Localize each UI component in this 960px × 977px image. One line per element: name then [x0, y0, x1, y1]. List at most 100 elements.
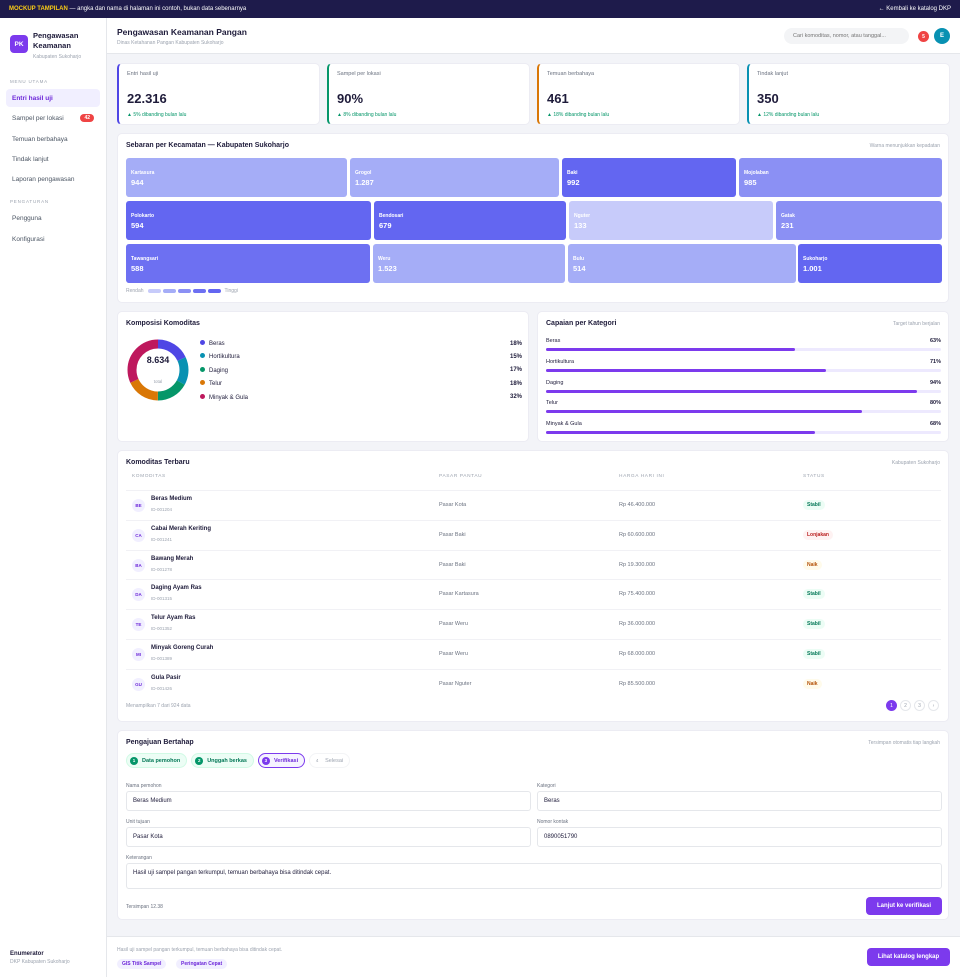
district-tile-mojolaban[interactable]: Mojolaban 985	[739, 158, 942, 197]
step-verifikasi[interactable]: 3 Verifikasi	[257, 753, 306, 768]
brand-title: Pengawasan Keamanan	[33, 31, 79, 50]
step-data-pemohon[interactable]: 1 Data pemohon	[126, 753, 188, 768]
price: Rp 46.400.000	[619, 502, 656, 508]
sidebar-item-tindak-lanjut[interactable]: Tindak lanjut	[12, 155, 49, 163]
category-pct: 80%	[929, 400, 941, 407]
district-name: Nguter	[574, 213, 591, 219]
achievement-row: Beras 63%	[546, 338, 941, 351]
view-catalog-button[interactable]: Lihat katalog lengkap	[867, 948, 950, 966]
kpi-value: 22.316	[127, 91, 167, 106]
commodity-id: ID-001426	[151, 685, 173, 691]
sidebar-item-temuan[interactable]: Temuan berbahaya	[12, 135, 68, 143]
district-tile-gatak[interactable]: Gatak 231	[776, 201, 942, 240]
legend-pct: 18%	[509, 340, 522, 347]
search-input[interactable]	[784, 28, 909, 44]
commodity-name: Gula Pasir	[151, 674, 181, 681]
table-note: Kabupaten Sukoharjo	[891, 460, 940, 466]
composition-legend-item: Minyak & Gula 32%	[200, 393, 522, 401]
market-name: Pasar Weru	[439, 651, 468, 657]
next-page-button[interactable]: ›	[928, 700, 939, 711]
district-tile-grogol[interactable]: Grogol 1.287	[350, 158, 559, 197]
commodity-name: Cabai Merah Keriting	[151, 525, 212, 532]
step-selesai[interactable]: 4 Selesai	[309, 753, 351, 768]
sidebar-item-entri[interactable]: Entri hasil uji	[6, 89, 100, 107]
commodity-avatar: MI	[132, 648, 145, 661]
kpi-label: Entri hasil uji	[127, 71, 159, 77]
commodity-name: Beras Medium	[151, 496, 193, 502]
table-row[interactable]: GU Gula Pasir ID-001426 Pasar Nguter Rp …	[126, 668, 941, 699]
kpi-delta: ▲ 8% dibanding bulan lalu	[337, 112, 397, 118]
price: Rp 75.400.000	[619, 591, 656, 598]
nav-section-main: MENU UTAMA	[10, 79, 48, 84]
district-value: 133	[574, 221, 587, 230]
commodity-id: ID-001278	[151, 566, 173, 572]
form-title: Pengajuan Bertahap	[126, 739, 194, 746]
banner-text: MOCKUP TAMPILAN — angka dan nama di hala…	[9, 6, 247, 12]
district-tile-baki[interactable]: Baki 992	[562, 158, 736, 197]
progress-track	[546, 431, 941, 435]
donut-total-label: total	[153, 379, 163, 384]
district-tile-bendosari[interactable]: Bendosari 679	[374, 201, 566, 240]
progress-track	[546, 348, 941, 351]
price: Rp 68.000.000	[619, 651, 656, 657]
achievement-row: Telur 80%	[546, 400, 941, 414]
back-to-catalog-link[interactable]: ← Kembali ke katalog DKP	[878, 6, 951, 12]
unit-tujuan-field[interactable]: Pasar Kota	[126, 827, 531, 847]
chip-gis[interactable]: GIS Titik Sampel	[117, 959, 167, 969]
progress-fill	[546, 389, 918, 393]
sidebar-item-pengguna[interactable]: Pengguna	[12, 214, 42, 222]
status-badge: Stabil	[803, 589, 825, 600]
notification-badge[interactable]: 5	[918, 31, 929, 42]
next-verification-button[interactable]: Lanjut ke verifikasi	[866, 897, 942, 915]
donut-slice-4	[127, 339, 189, 401]
table-row[interactable]: BA Bawang Merah ID-001278 Pasar Baki Rp …	[126, 549, 941, 580]
kategori-field[interactable]: Beras	[537, 791, 942, 811]
saved-status: Tersimpan 12.38	[126, 904, 163, 910]
district-value: 1.001	[803, 264, 822, 273]
avatar[interactable]: E	[934, 28, 950, 44]
kpi-value: 350	[757, 91, 779, 106]
page-header: Pengawasan Keamanan Pangan Dinas Ketahan…	[107, 18, 960, 54]
page-button-2[interactable]: 2	[900, 700, 911, 711]
district-tile-bulu[interactable]: Bulu 514	[568, 244, 796, 283]
page-title: Pengawasan Keamanan Pangan	[117, 27, 247, 37]
sidebar-item-sampel[interactable]: Sampel per lokasi 42	[6, 109, 100, 127]
kpi-delta: ▲ 5% dibanding bulan lalu	[127, 112, 187, 118]
table-row[interactable]: BE Beras Medium ID-001204 Pasar Kota Rp …	[126, 490, 941, 520]
page-button-1[interactable]: 1	[886, 700, 897, 711]
achievement-title: Capaian per Kategori	[546, 320, 617, 327]
chip-peringatan[interactable]: Peringatan Cepat	[176, 959, 228, 969]
commodity-avatar: CA	[132, 528, 145, 542]
sidebar-item-laporan[interactable]: Laporan pengawasan	[12, 175, 75, 183]
page-footer: Hasil uji sampel pangan terkumpul, temua…	[107, 936, 960, 977]
district-name: Polokarto	[131, 213, 155, 219]
kpi-card-temuan: Temuan berbahaya 461 ▲ 18% dibanding bul…	[537, 63, 740, 125]
legend-name: Telur	[209, 381, 223, 388]
table-row[interactable]: MI Minyak Goreng Curah ID-001389 Pasar W…	[126, 639, 941, 669]
table-row[interactable]: CA Cabai Merah Keriting ID-001241 Pasar …	[126, 519, 941, 550]
district-tile-polokarto[interactable]: Polokarto 594	[126, 201, 371, 240]
progress-fill	[546, 410, 862, 414]
district-tile-tawangsari[interactable]: Tawangsari 588	[126, 244, 370, 283]
district-value: 588	[131, 264, 144, 273]
district-tile-sukoharjo[interactable]: Sukoharjo 1.001	[798, 244, 942, 283]
district-tile-kartasura[interactable]: Kartasura 944	[126, 158, 347, 197]
district-tile-nguter[interactable]: Nguter 133	[569, 201, 773, 240]
legend-name: Beras	[209, 341, 225, 347]
step-unggah-berkas[interactable]: 2 Unggah berkas	[191, 753, 254, 768]
category-pct: 71%	[929, 358, 941, 365]
nama-pemohon-field[interactable]: Beras Medium	[126, 791, 531, 811]
nomor-kontak-field[interactable]: 0890051790	[537, 827, 942, 847]
commodity-id: ID-001241	[151, 536, 173, 542]
column-header: PASAR PANTAU	[439, 474, 483, 479]
donut-slice-1	[127, 339, 189, 401]
composition-legend-item: Telur 18%	[200, 380, 522, 387]
commodity-avatar: DA	[132, 588, 145, 602]
page-button-3[interactable]: 3	[914, 700, 925, 711]
table-row[interactable]: DA Daging Ayam Ras ID-001315 Pasar Karta…	[126, 579, 941, 609]
district-tile-weru[interactable]: Weru 1.523	[373, 244, 565, 283]
sidebar-item-konfigurasi[interactable]: Konfigurasi	[12, 235, 45, 243]
keterangan-textarea[interactable]: Hasil uji sampel pangan terkumpul, temua…	[126, 863, 942, 889]
table-row[interactable]: TE Telur Ayam Ras ID-001352 Pasar Weru R…	[126, 609, 941, 639]
count-badge: 42	[80, 114, 94, 122]
